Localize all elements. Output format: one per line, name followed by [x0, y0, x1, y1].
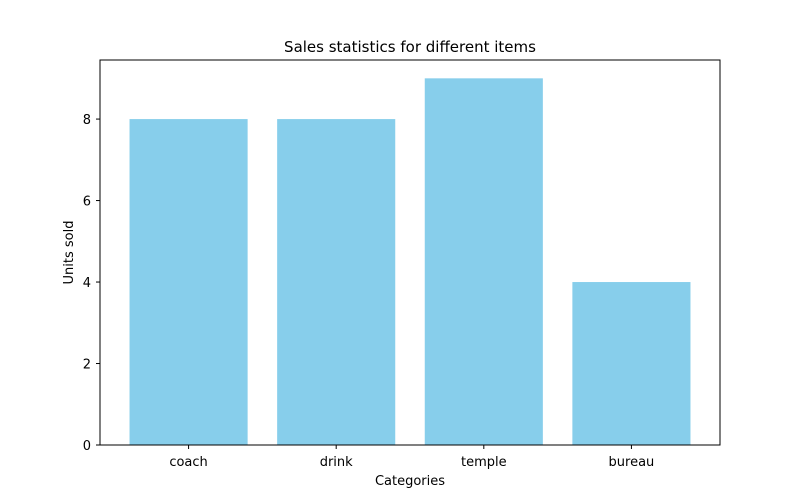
x-tick-label: temple — [461, 455, 507, 470]
plot-frame — [99, 59, 721, 446]
y-axis-label: Units sold — [62, 221, 77, 285]
y-tick-label: 8 — [83, 113, 91, 128]
y-tick-label: 2 — [83, 358, 91, 373]
bar-coach — [129, 119, 248, 446]
bar-temple — [424, 78, 543, 445]
bar-bureau — [572, 282, 691, 445]
bars-group — [129, 78, 691, 446]
x-tick-label: coach — [169, 455, 207, 470]
bar-drink — [277, 119, 396, 446]
x-axis-label: Categories — [375, 474, 445, 489]
y-axis-ticks: 0 2 4 6 8 — [83, 113, 100, 454]
x-tick-label: drink — [320, 455, 353, 470]
chart-title: Sales statistics for different items — [284, 38, 536, 56]
x-axis-ticks: coach drink temple bureau — [169, 445, 654, 470]
x-tick-label: bureau — [609, 455, 655, 470]
y-tick-label: 0 — [83, 439, 91, 454]
y-tick-label: 6 — [83, 195, 91, 210]
y-tick-label: 4 — [83, 276, 91, 291]
